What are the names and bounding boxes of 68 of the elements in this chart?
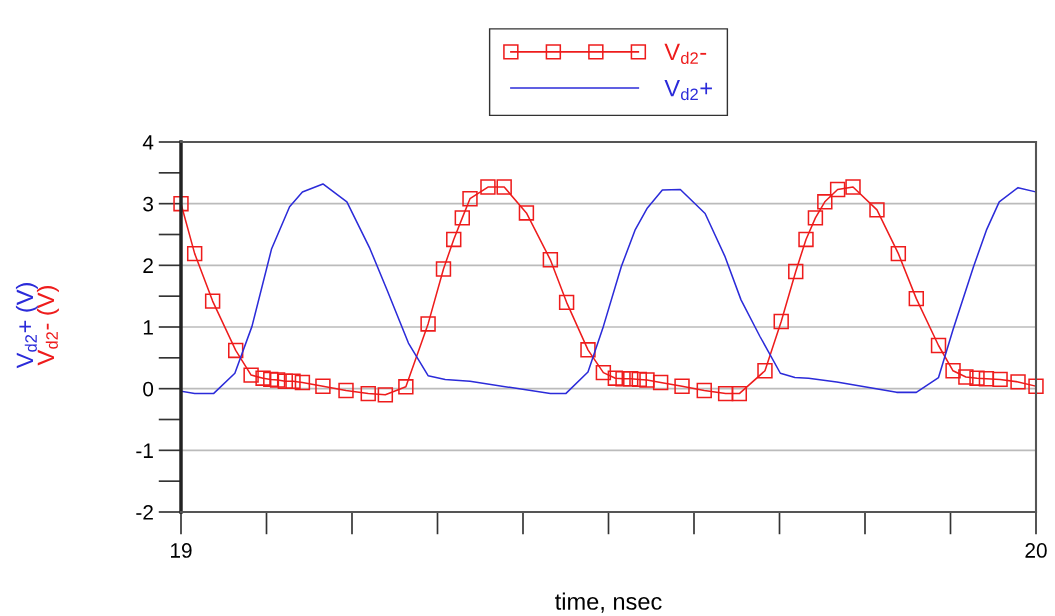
point xyxy=(595,364,612,381)
y-tick-label: 2 xyxy=(143,258,153,273)
point xyxy=(338,382,354,399)
text: V$_{d2}$+ xyxy=(664,80,712,101)
point xyxy=(377,387,394,403)
y-tick-label: 4 xyxy=(142,135,154,150)
point xyxy=(623,371,639,387)
point xyxy=(773,313,789,330)
point xyxy=(285,373,301,389)
point xyxy=(869,202,885,218)
point xyxy=(173,195,189,212)
point xyxy=(243,367,259,383)
point xyxy=(945,363,961,379)
point xyxy=(1010,374,1026,390)
point xyxy=(969,370,985,386)
point xyxy=(435,261,452,277)
point xyxy=(1028,378,1044,394)
point xyxy=(462,191,478,207)
y-tick-label: 3 xyxy=(143,196,153,212)
point xyxy=(446,231,462,248)
point xyxy=(518,205,535,221)
point xyxy=(652,374,669,391)
point xyxy=(315,378,331,394)
point xyxy=(186,245,203,262)
y-axis-title: V$_{d2}$+ (V) V$_{d2}$- (V) xyxy=(15,283,59,369)
point xyxy=(890,245,907,262)
point xyxy=(480,179,496,195)
point xyxy=(674,378,690,394)
point xyxy=(817,194,833,210)
x-axis-title: time, nsec xyxy=(555,592,662,613)
point xyxy=(717,385,734,402)
legend-label: V$_{d2}$- xyxy=(664,43,707,65)
point xyxy=(908,290,925,307)
point xyxy=(731,385,748,402)
point xyxy=(696,382,712,399)
x-tick-label: 20 xyxy=(1025,543,1047,558)
point xyxy=(930,337,947,354)
point xyxy=(255,370,271,386)
point xyxy=(542,252,559,268)
point xyxy=(454,210,471,226)
point xyxy=(580,342,596,358)
point xyxy=(845,179,861,195)
point xyxy=(228,342,244,359)
y-tick-label: -1 xyxy=(136,443,153,458)
point xyxy=(398,379,414,395)
y-tick-label: -2 xyxy=(136,505,153,520)
point xyxy=(829,181,846,198)
point xyxy=(204,293,221,309)
point xyxy=(992,371,1008,388)
x-tick-label: 19 xyxy=(171,543,192,558)
point xyxy=(360,385,376,402)
point xyxy=(263,371,279,388)
point xyxy=(277,373,294,389)
point xyxy=(631,371,647,388)
point xyxy=(788,263,804,280)
point xyxy=(496,179,512,195)
point xyxy=(958,369,974,385)
point xyxy=(294,374,311,391)
point xyxy=(607,370,624,386)
point xyxy=(757,363,773,379)
point xyxy=(558,294,575,311)
y-tick-label: 0 xyxy=(143,381,154,397)
point xyxy=(798,231,814,248)
point xyxy=(420,316,436,332)
point xyxy=(269,372,286,388)
y-tick-label: 1 xyxy=(143,320,153,335)
point xyxy=(978,371,995,387)
point xyxy=(807,210,824,226)
